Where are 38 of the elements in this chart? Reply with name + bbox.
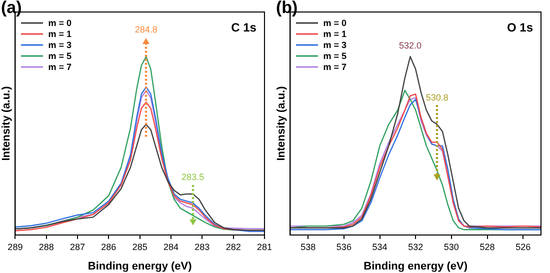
x-tick-label: 532 xyxy=(408,242,424,252)
x-tick-label: 285 xyxy=(132,242,148,252)
x-tick-label: 536 xyxy=(336,242,352,252)
x-tick-label: 289 xyxy=(8,242,23,252)
annotation: 284.8 xyxy=(134,24,158,35)
text: C 1s xyxy=(231,20,257,34)
chart-title: (a) xyxy=(1,0,22,18)
y-axis-title: Intensity (a.u.) xyxy=(0,86,13,161)
x-tick-label: 283 xyxy=(194,242,210,252)
annotation: 532.0 xyxy=(398,40,422,51)
text: O 1s xyxy=(506,20,534,34)
chart-title: (b) xyxy=(276,0,298,18)
legend-label: m = 7 xyxy=(48,62,72,72)
x-tick-label: 282 xyxy=(226,242,241,252)
legend-label: m = 1 xyxy=(323,28,346,38)
legend-label: m = 5 xyxy=(323,50,346,60)
legend-label: m = 0 xyxy=(323,18,346,28)
x-tick-label: 530 xyxy=(444,242,459,252)
x-axis-title: Binding energy (eV) xyxy=(364,260,468,272)
x-tick-label: 284 xyxy=(163,242,179,252)
x-axis-title: Binding energy (eV) xyxy=(88,260,192,272)
x-tick-label: 288 xyxy=(38,242,54,252)
legend-label: m = 5 xyxy=(48,50,72,60)
annotation: 283.5 xyxy=(182,172,204,182)
x-tick-label: 534 xyxy=(372,242,388,252)
legend-label: m = 7 xyxy=(323,62,346,72)
legend-label: m = 3 xyxy=(323,40,346,50)
x-tick-label: 526 xyxy=(516,242,531,252)
y-axis-title: Intensity (a.u.) xyxy=(276,86,288,161)
legend-label: m = 1 xyxy=(48,28,72,38)
x-tick-label: 528 xyxy=(480,242,495,252)
x-tick-label: 287 xyxy=(70,242,86,252)
x-tick-label: 281 xyxy=(256,242,272,252)
annotation: 530.8 xyxy=(426,92,448,102)
x-tick-label: 286 xyxy=(101,242,116,252)
legend-label: m = 3 xyxy=(48,40,72,50)
x-tick-label: 538 xyxy=(300,242,316,252)
legend-label: m = 0 xyxy=(48,18,72,28)
